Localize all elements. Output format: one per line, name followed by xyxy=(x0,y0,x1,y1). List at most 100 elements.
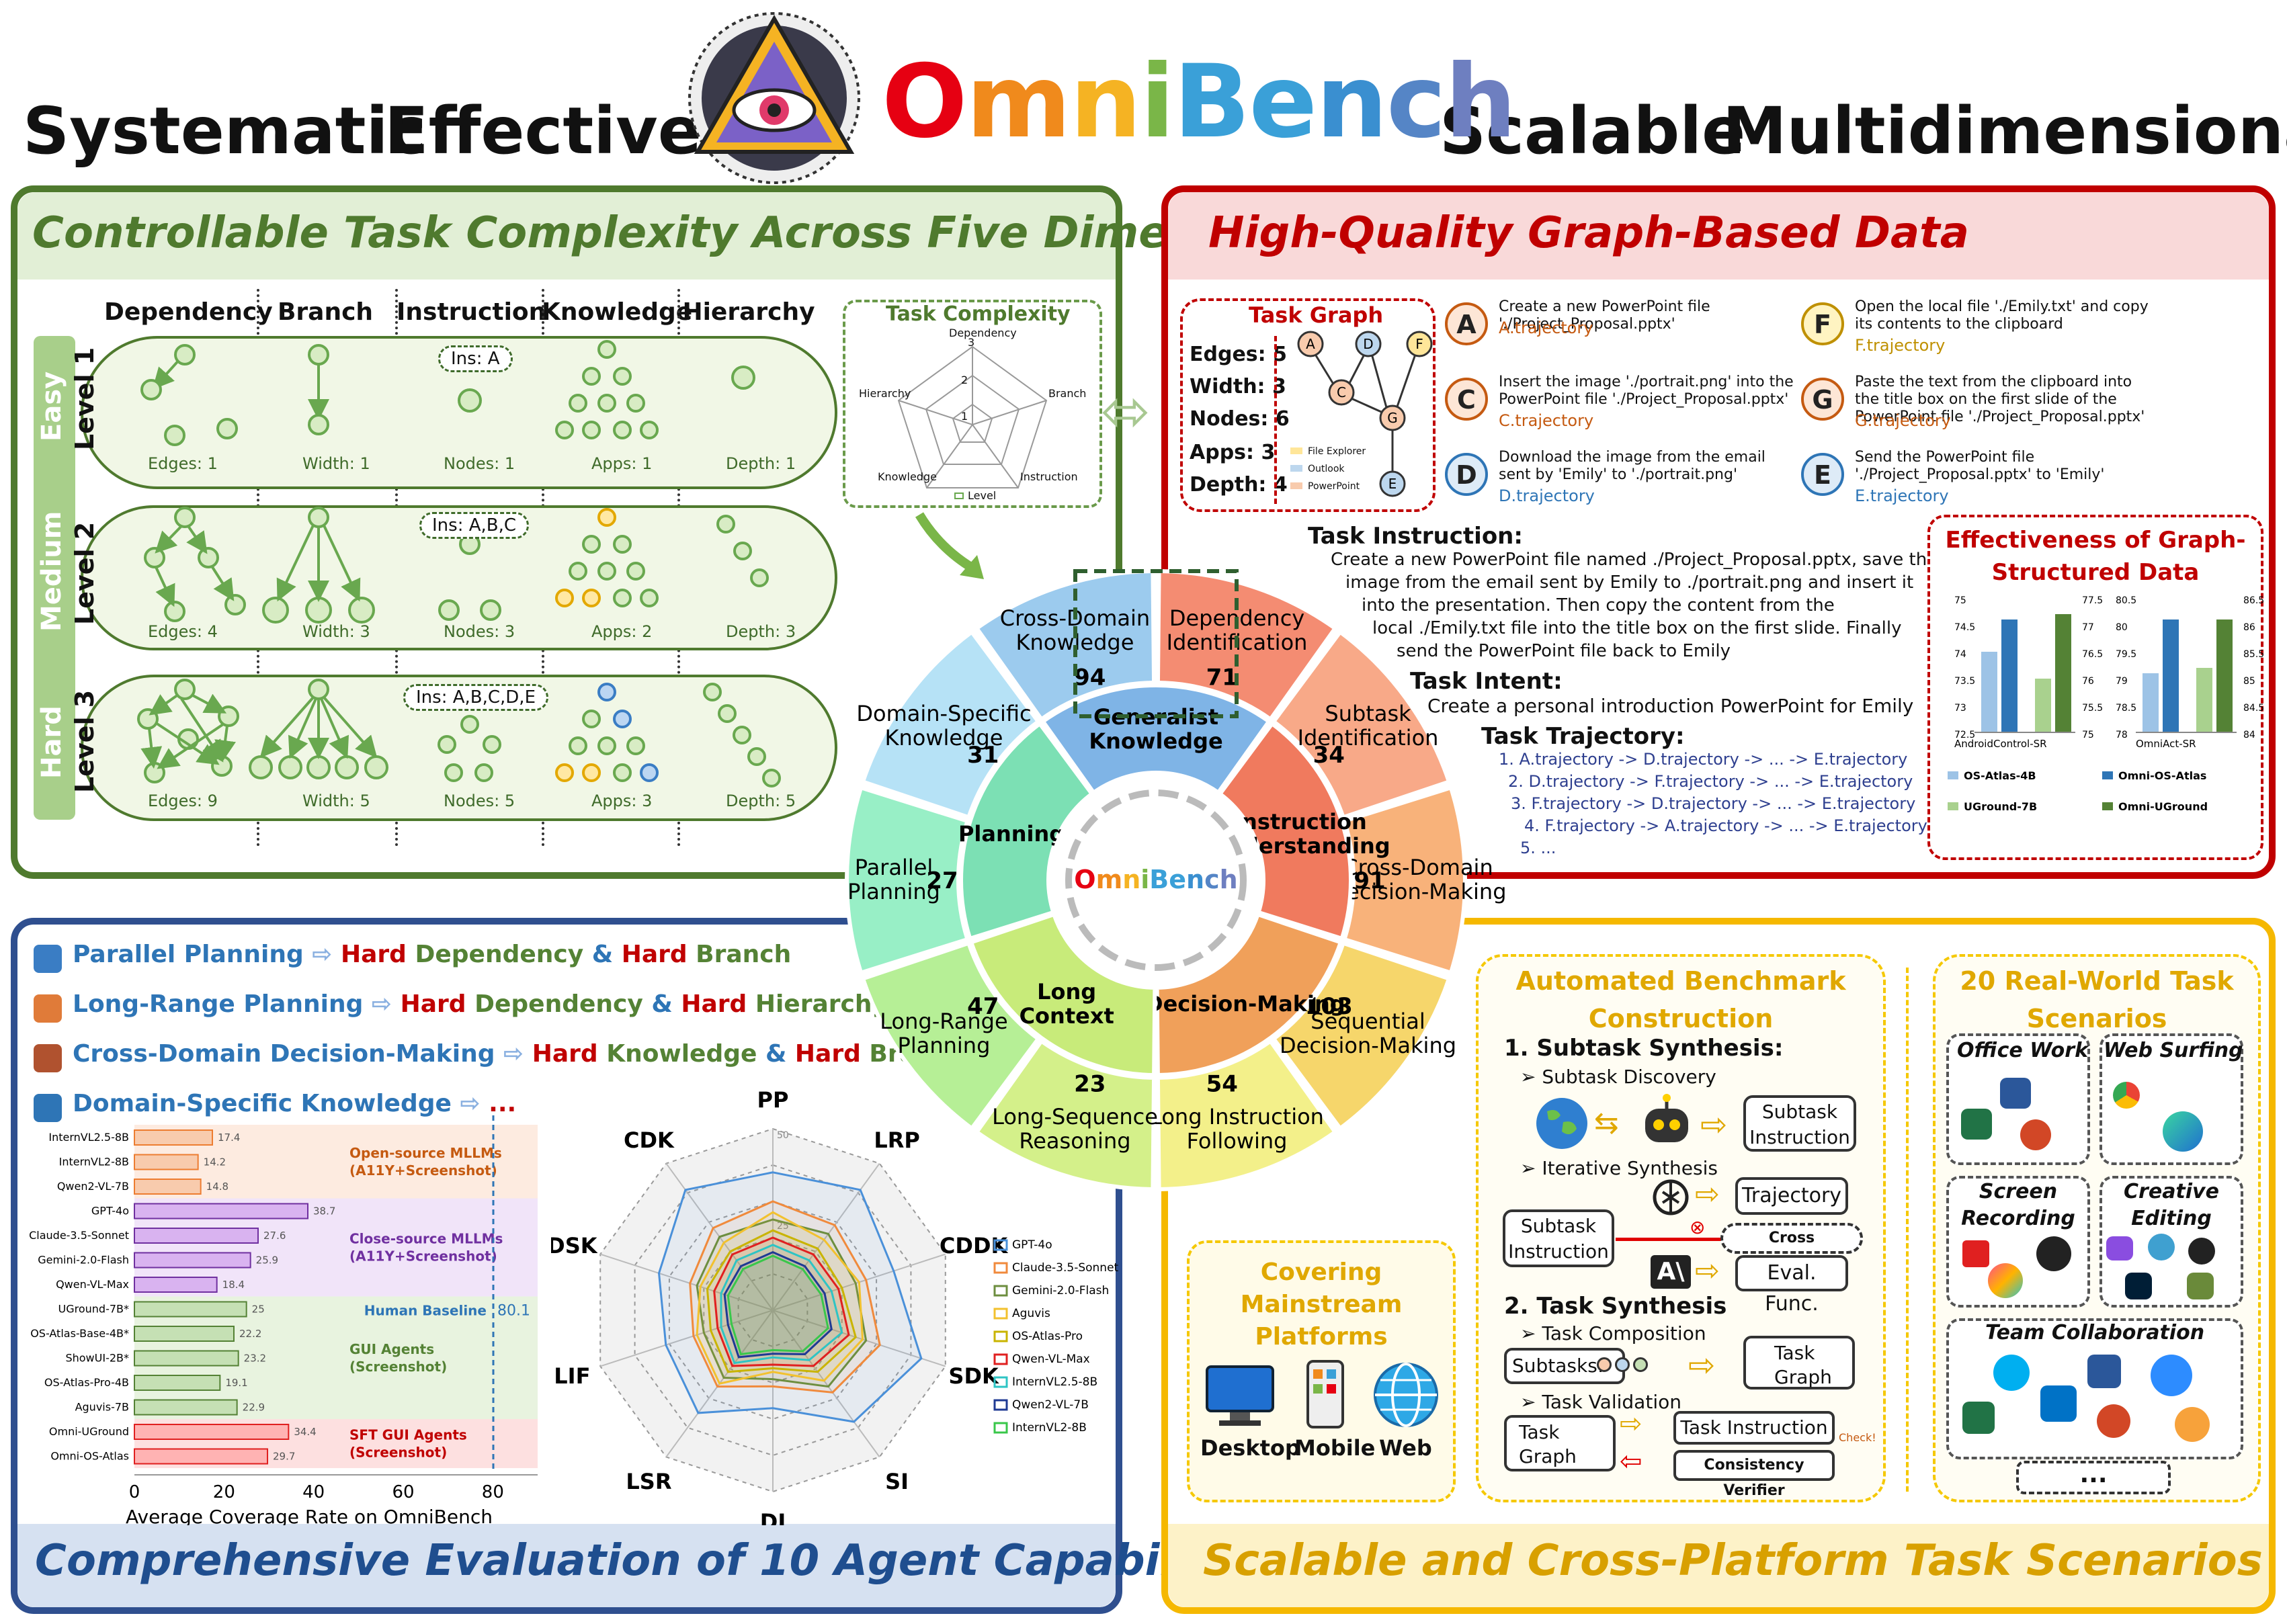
radar-legend-label: Claude-3.5-Sonnet xyxy=(1012,1261,1119,1275)
wheel-outer-label-line: Planning xyxy=(847,879,940,904)
wheel-inner-label: Planning xyxy=(958,821,1065,847)
eff-legend-swatch xyxy=(2102,771,2113,779)
desktop-icon xyxy=(1206,1365,1274,1426)
radar-axis-label: LIF xyxy=(554,1363,590,1389)
omnibench-logo: OmniBench xyxy=(882,48,1517,156)
arrow-right-icon: ⇨ xyxy=(1700,1106,1728,1144)
subtask-trajectory: F.trajectory xyxy=(1855,336,1946,355)
capability-row: Long-Range Planning ⇨ Hard Dependency & … xyxy=(73,990,888,1018)
bar-group-label: Close-source MLLMs xyxy=(349,1231,503,1247)
more-scenarios[interactable]: ... xyxy=(2016,1461,2171,1494)
radar-tick: 2 xyxy=(961,374,968,386)
bar-category-label: Qwen-VL-Max xyxy=(56,1278,129,1291)
wheel-count: 71 xyxy=(1206,665,1238,691)
wheel-center-letter: m xyxy=(1096,865,1123,894)
bar xyxy=(134,1424,290,1440)
level-caption: Edges: 9 xyxy=(148,792,218,810)
header-word-systematic: Systematic xyxy=(19,94,431,168)
wheel-outer-label-line: Following xyxy=(1187,1128,1288,1154)
radar-axis-label: DSK xyxy=(551,1233,598,1258)
radar-legend-swatch xyxy=(993,1376,1008,1388)
tg-stat-edges: Edges: 5 xyxy=(1190,343,1287,366)
scissors-icon xyxy=(1962,1240,1989,1267)
eff-legend-swatch xyxy=(1948,802,1958,810)
green-arrow xyxy=(915,512,984,579)
subtask-trajectory: E.trajectory xyxy=(1855,486,1949,505)
wheel-count: 34 xyxy=(1313,742,1345,769)
capability-row-part: ⇨ xyxy=(303,941,341,968)
panel-scenarios-title: Scalable and Cross-Platform Task Scenari… xyxy=(1203,1536,2263,1586)
wheel-inner-label-line: Context xyxy=(1020,1003,1114,1029)
radar-legend: Level xyxy=(954,489,996,502)
wheel-inner-label-line: Decision-Making xyxy=(1145,991,1345,1017)
bar-value-label: 23.2 xyxy=(244,1353,266,1365)
header-word-effective: Effective xyxy=(380,94,706,168)
capability-row-part: ⇨ xyxy=(495,1040,532,1068)
eff-tick-left: 78.5 xyxy=(2116,703,2136,714)
coverage-bar-chart: Open-source MLLMs(A11Y+Screenshot)Intern… xyxy=(29,1115,538,1525)
eff-tick-left: 78 xyxy=(2116,730,2128,740)
tg-stat-depth: Depth: 4 xyxy=(1190,473,1288,497)
instruction-line: send the PowerPoint file back to Emily xyxy=(1397,641,1731,661)
bar-value-label: 22.9 xyxy=(243,1402,265,1414)
wheel-outer-label-line: Knowledge xyxy=(885,725,1003,751)
svg-text:F: F xyxy=(1415,336,1423,352)
outlook-icon xyxy=(2040,1385,2077,1422)
word-icon xyxy=(2087,1355,2121,1388)
radar-legend-label: Aguvis xyxy=(1012,1307,1050,1320)
word-icon xyxy=(2000,1078,2031,1109)
bar-value-label: 18.4 xyxy=(222,1279,245,1291)
skype-icon xyxy=(1993,1355,2030,1391)
scenario-team-collaboration[interactable] xyxy=(1946,1318,2243,1459)
tg-app-file-explorer: File Explorer xyxy=(1308,446,1366,457)
difficulty-medium: Medium xyxy=(36,511,67,632)
app-icon xyxy=(2148,1234,2175,1260)
wheel-inner-label: Decision-Making xyxy=(1145,991,1345,1017)
eff-tick-right: 85.5 xyxy=(2243,649,2263,660)
wheel-outer-label-line: Sequential xyxy=(1311,1009,1425,1034)
logo-letter: n xyxy=(1316,44,1388,161)
eff-bar xyxy=(2143,673,2159,732)
radar-legend-label: Qwen-VL-Max xyxy=(1012,1353,1090,1366)
eff-legend-label: Omni-OS-Atlas xyxy=(2118,769,2206,782)
radar-legend-swatch xyxy=(993,1285,1008,1297)
radar-spoke xyxy=(599,1253,774,1311)
bar xyxy=(134,1326,235,1342)
bar-group-label: GUI Agents xyxy=(349,1341,434,1357)
powerpoint-icon xyxy=(2020,1119,2051,1150)
level-caption: Nodes: 3 xyxy=(444,622,515,641)
wheel-center-ring xyxy=(1065,789,1247,971)
x-tick-label: 0 xyxy=(129,1482,140,1502)
panel-evaluation-title-bar xyxy=(17,1524,1116,1607)
radar-legend-label: GPT-4o xyxy=(1012,1238,1052,1252)
capability-row-part: ⇨ xyxy=(363,990,401,1018)
capability-row-part: Dependency xyxy=(406,941,584,968)
auto-composition: ➢ Task Composition xyxy=(1520,1322,1706,1344)
logo-letter: B xyxy=(1173,44,1250,161)
level-caption: Depth: 1 xyxy=(726,454,796,473)
eff-legend-swatch xyxy=(1948,771,1958,779)
capability-row-part: Hard xyxy=(340,941,407,968)
web-globe-icon xyxy=(1374,1363,1438,1427)
eff-bar xyxy=(2196,668,2212,732)
bar xyxy=(134,1252,251,1269)
subtask-trajectory: A.trajectory xyxy=(1499,318,1593,337)
eff-tick-left: 73 xyxy=(1954,703,1966,714)
cross-icon: ⊗ xyxy=(1690,1216,1706,1238)
arrow-right-icon: ⇨ xyxy=(1688,1347,1716,1384)
wheel-count: 54 xyxy=(1206,1070,1238,1097)
arrow-right-icon: ⇨ xyxy=(1620,1408,1643,1439)
check-label: Check! xyxy=(1839,1431,1876,1444)
ins-pill-l2: Ins: A,B,C xyxy=(419,512,530,539)
wheel-outer-segment xyxy=(974,1038,1157,1192)
wheel-center xyxy=(1048,773,1263,988)
subtask-trajectory: D.trajectory xyxy=(1499,486,1595,505)
effectiveness-title-1: Effectiveness of Graph-Structured Data xyxy=(1945,527,2246,586)
wheel-outer-segment xyxy=(1270,629,1452,820)
bar-group-label: (A11Y+Screenshot) xyxy=(349,1248,497,1265)
